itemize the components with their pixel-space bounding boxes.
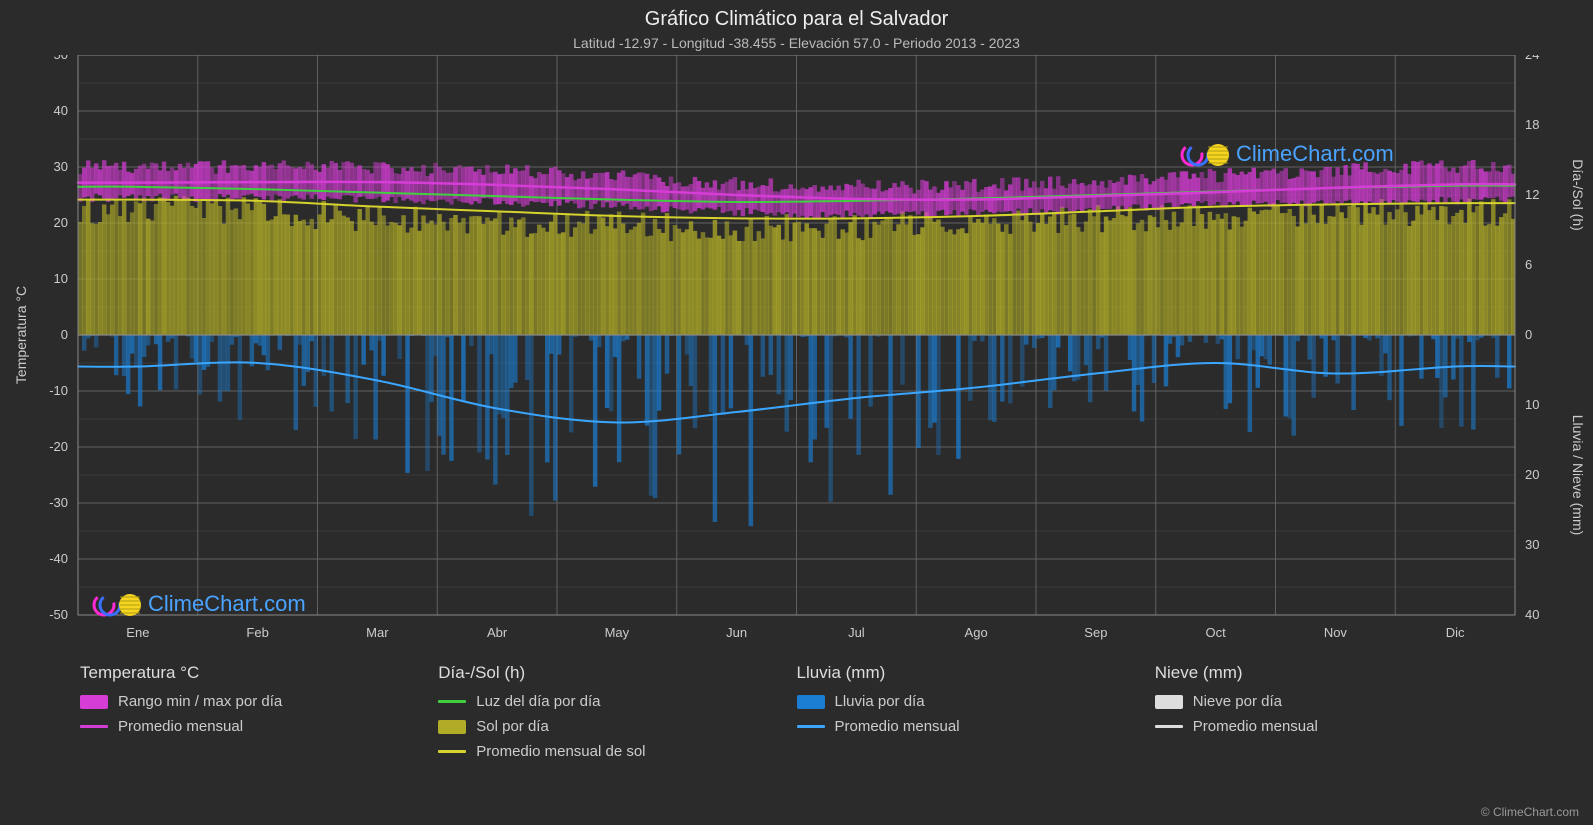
legend-swatch-block: [80, 695, 108, 709]
svg-text:50: 50: [54, 55, 68, 62]
svg-text:Dic: Dic: [1446, 625, 1465, 640]
legend-label: Promedio mensual de sol: [476, 743, 645, 760]
svg-text:May: May: [605, 625, 630, 640]
legend-item: Nieve por día: [1155, 693, 1513, 710]
legend-label: Lluvia por día: [835, 693, 925, 710]
svg-text:-20: -20: [49, 439, 68, 454]
legend-label: Rango min / max por día: [118, 693, 282, 710]
svg-text:Nov: Nov: [1324, 625, 1348, 640]
chart-container: -50 -40 -30 -20 -10 0 10 20 30 40 50 0 6 12 18 24 10 20 30…: [0, 55, 1593, 655]
legend-label: Sol por día: [476, 718, 549, 735]
svg-text:30: 30: [1525, 537, 1539, 552]
legend-label: Promedio mensual: [118, 718, 243, 735]
legend-swatch-line: [438, 750, 466, 753]
legend-swatch-block: [1155, 695, 1183, 709]
legend-swatch-line: [80, 725, 108, 728]
svg-text:18: 18: [1525, 117, 1539, 132]
legend-item: Promedio mensual: [1155, 718, 1513, 735]
svg-text:20: 20: [54, 215, 68, 230]
svg-text:ClimeChart.com: ClimeChart.com: [148, 591, 306, 616]
svg-text:30: 30: [54, 159, 68, 174]
legend-swatch-line: [1155, 725, 1183, 728]
legend-label: Promedio mensual: [1193, 718, 1318, 735]
svg-text:10: 10: [1525, 397, 1539, 412]
legend-header: Lluvia (mm): [797, 663, 1155, 683]
svg-text:10: 10: [54, 271, 68, 286]
svg-text:Oct: Oct: [1206, 625, 1227, 640]
chart-title: Gráfico Climático para el Salvador: [0, 0, 1593, 31]
svg-text:Ene: Ene: [126, 625, 149, 640]
legend-item: Luz del día por día: [438, 693, 796, 710]
chart-subtitle: Latitud -12.97 - Longitud -38.455 - Elev…: [0, 31, 1593, 55]
legend-swatch-block: [438, 720, 466, 734]
legend-item: Sol por día: [438, 718, 796, 735]
svg-text:-40: -40: [49, 551, 68, 566]
legend-item: Promedio mensual: [80, 718, 438, 735]
svg-text:24: 24: [1525, 55, 1539, 62]
copyright: © ClimeChart.com: [1481, 805, 1579, 819]
legend-swatch-line: [438, 700, 466, 703]
svg-text:Feb: Feb: [246, 625, 268, 640]
legend-group: Día-/Sol (h) Luz del día por día Sol por d…: [438, 663, 796, 768]
svg-text:0: 0: [61, 327, 68, 342]
svg-text:Temperatura °C: Temperatura °C: [13, 286, 29, 384]
legend-header: Día-/Sol (h): [438, 663, 796, 683]
svg-text:Mar: Mar: [366, 625, 389, 640]
legend-group: Lluvia (mm) Lluvia por día Promedio mensua…: [797, 663, 1155, 768]
legend-label: Promedio mensual: [835, 718, 960, 735]
legend-swatch-block: [797, 695, 825, 709]
svg-text:40: 40: [1525, 607, 1539, 622]
svg-text:ClimeChart.com: ClimeChart.com: [1236, 141, 1394, 166]
svg-text:-50: -50: [49, 607, 68, 622]
svg-text:Sep: Sep: [1084, 625, 1107, 640]
legend-header: Temperatura °C: [80, 663, 438, 683]
climate-chart: -50 -40 -30 -20 -10 0 10 20 30 40 50 0 6 12 18 24 10 20 30…: [0, 55, 1593, 655]
legend-item: Rango min / max por día: [80, 693, 438, 710]
svg-text:0: 0: [1525, 327, 1532, 342]
svg-text:40: 40: [54, 103, 68, 118]
svg-text:Lluvia / Nieve (mm): Lluvia / Nieve (mm): [1570, 415, 1586, 536]
svg-text:Jun: Jun: [726, 625, 747, 640]
svg-text:-10: -10: [49, 383, 68, 398]
legend: Temperatura °C Rango min / max por día Pro…: [0, 655, 1593, 768]
legend-item: Promedio mensual de sol: [438, 743, 796, 760]
legend-group: Temperatura °C Rango min / max por día Pro…: [80, 663, 438, 768]
svg-text:12: 12: [1525, 187, 1539, 202]
svg-text:-30: -30: [49, 495, 68, 510]
legend-label: Luz del día por día: [476, 693, 600, 710]
svg-text:Ago: Ago: [965, 625, 988, 640]
svg-text:Jul: Jul: [848, 625, 865, 640]
svg-text:6: 6: [1525, 257, 1532, 272]
legend-group: Nieve (mm) Nieve por día Promedio mensual: [1155, 663, 1513, 768]
svg-text:Día-/Sol (h): Día-/Sol (h): [1570, 159, 1586, 231]
legend-header: Nieve (mm): [1155, 663, 1513, 683]
legend-item: Promedio mensual: [797, 718, 1155, 735]
legend-item: Lluvia por día: [797, 693, 1155, 710]
svg-text:20: 20: [1525, 467, 1539, 482]
svg-text:Abr: Abr: [487, 625, 508, 640]
legend-swatch-line: [797, 725, 825, 728]
legend-label: Nieve por día: [1193, 693, 1282, 710]
